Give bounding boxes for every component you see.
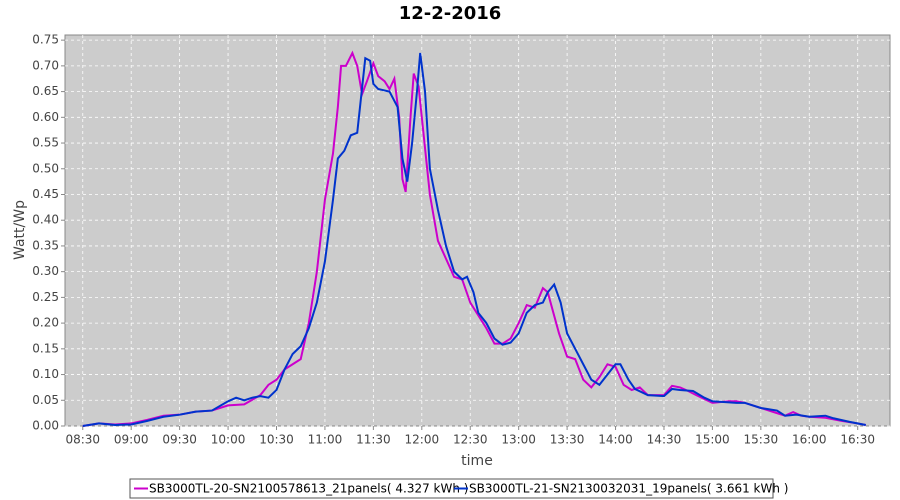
x-tick-label: 10:00	[211, 433, 246, 447]
legend-text: SB3000TL-21-SN2130032031_19panels( 3.661…	[469, 482, 788, 496]
y-tick-label: 0.10	[32, 367, 59, 381]
x-axis-label: time	[461, 453, 493, 469]
x-tick-label: 12:00	[405, 433, 440, 447]
x-tick-label: 15:30	[744, 433, 779, 447]
legend-text: SB3000TL-20-SN2100578613_21panels( 4.327…	[149, 482, 468, 496]
x-tick-label: 14:00	[598, 433, 633, 447]
y-tick-label: 0.70	[32, 58, 59, 72]
x-tick-label: 16:00	[792, 433, 827, 447]
y-tick-label: 0.30	[32, 264, 59, 278]
y-tick-label: 0.35	[32, 238, 59, 252]
x-tick-label: 13:00	[501, 433, 536, 447]
chart-title: 12-2-2016	[399, 3, 502, 24]
y-tick-label: 0.20	[32, 316, 59, 330]
x-tick-label: 10:30	[259, 433, 294, 447]
y-tick-label: 0.75	[32, 33, 59, 47]
x-tick-label: 16:30	[840, 433, 875, 447]
y-tick-label: 0.50	[32, 161, 59, 175]
x-tick-label: 11:30	[356, 433, 391, 447]
x-tick-label: 11:00	[308, 433, 343, 447]
y-tick-label: 0.25	[32, 290, 59, 304]
x-tick-label: 09:00	[114, 433, 149, 447]
x-tick-label: 09:30	[162, 433, 197, 447]
y-tick-label: 0.00	[32, 419, 59, 433]
y-tick-label: 0.55	[32, 136, 59, 150]
x-tick-label: 12:30	[453, 433, 488, 447]
data-line	[82, 52, 866, 427]
y-axis-label: Watt/Wp	[12, 200, 28, 260]
y-tick-label: 0.65	[32, 84, 59, 98]
y-tick-label: 0.40	[32, 213, 59, 227]
y-tick-label: 0.60	[32, 110, 59, 124]
plot-area	[64, 34, 891, 427]
legend-box	[129, 478, 774, 499]
x-tick-label: 08:30	[65, 433, 100, 447]
x-tick-label: 13:30	[550, 433, 585, 447]
y-tick-label: 0.45	[32, 187, 59, 201]
y-tick-label: 0.05	[32, 393, 59, 407]
x-tick-label: 14:30	[647, 433, 682, 447]
y-tick-label: 0.15	[32, 341, 59, 355]
x-tick-label: 15:00	[695, 433, 730, 447]
